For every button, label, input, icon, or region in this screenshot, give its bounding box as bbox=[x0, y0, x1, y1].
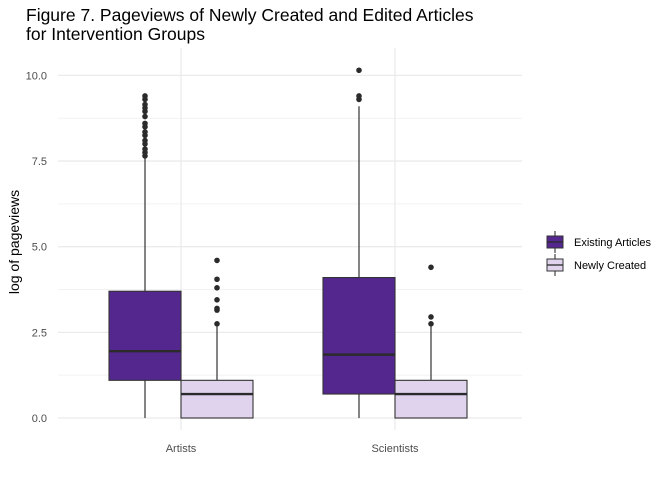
box bbox=[322, 276, 396, 395]
outlier-point bbox=[356, 93, 362, 99]
outlier-point bbox=[214, 276, 220, 283]
chart-title: Figure 7. Pageviews of Newly Created and… bbox=[26, 5, 474, 44]
outlier-point bbox=[142, 120, 148, 127]
outlier-point bbox=[142, 113, 148, 120]
y-tick-label: 2.5 bbox=[32, 327, 47, 339]
outlier-point bbox=[142, 129, 148, 135]
legend-label: Newly Created bbox=[574, 260, 646, 272]
outlier-point bbox=[142, 101, 148, 108]
outlier-point bbox=[214, 297, 220, 303]
outlier-point bbox=[214, 320, 220, 327]
outlier-point bbox=[428, 264, 434, 271]
outlier-point bbox=[428, 314, 434, 320]
y-tick-label: 0.0 bbox=[32, 413, 47, 425]
y-axis-label: log of pageviews bbox=[6, 190, 22, 294]
outlier-point bbox=[214, 305, 220, 312]
outlier-point bbox=[142, 146, 148, 152]
outlier-point bbox=[428, 320, 434, 327]
y-tick-label: 10.0 bbox=[26, 70, 47, 82]
box bbox=[180, 379, 254, 419]
outlier-point bbox=[142, 93, 148, 99]
outlier-point bbox=[142, 137, 148, 144]
y-tick-label: 5.0 bbox=[32, 242, 47, 254]
outlier-point bbox=[356, 67, 362, 74]
outlier-point bbox=[214, 257, 220, 264]
x-tick-label: Artists bbox=[166, 443, 197, 455]
box bbox=[108, 290, 182, 381]
box bbox=[394, 379, 468, 419]
outlier-point bbox=[214, 285, 220, 291]
x-tick-label: Scientists bbox=[371, 443, 419, 455]
legend-label: Existing Articles bbox=[574, 237, 652, 249]
y-tick-label: 7.5 bbox=[32, 156, 47, 168]
